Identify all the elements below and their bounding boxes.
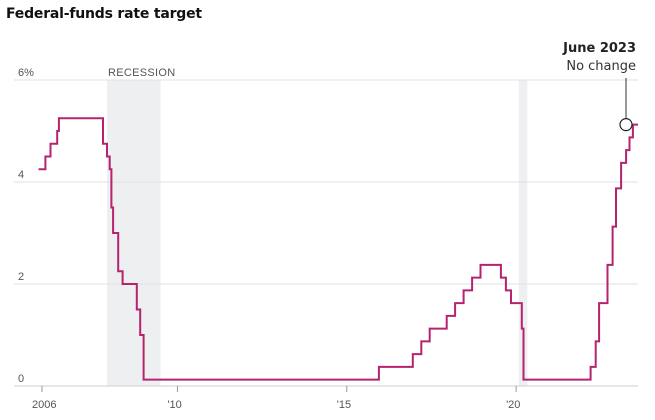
annotation-title: June 2023 — [562, 41, 636, 56]
x-tick-label: '20 — [506, 399, 520, 411]
series-layer — [38, 117, 638, 381]
recession-label: RECESSION — [108, 67, 176, 79]
x-tick-label: 2006 — [32, 399, 56, 411]
recession-band — [518, 80, 528, 386]
x-axis: 2006 '10 '15 '20 — [14, 385, 638, 411]
y-tick-label: 2 — [18, 271, 24, 283]
y-tick-label: 4 — [18, 169, 24, 181]
x-tick-label: '10 — [167, 399, 181, 411]
annotation-subtitle: No change — [566, 59, 636, 74]
recession-layer: RECESSION — [107, 67, 528, 386]
chart-title: Federal-funds rate target — [6, 6, 202, 22]
grid-layer: 0 2 4 6% — [14, 67, 638, 385]
annotation-layer: June 2023 No change — [562, 41, 636, 132]
annotation-marker — [619, 118, 633, 132]
x-tick-label: '15 — [337, 399, 351, 411]
y-tick-label: 6% — [18, 67, 34, 79]
y-tick-label: 0 — [18, 373, 24, 385]
fed-funds-rate-line — [38, 117, 638, 381]
